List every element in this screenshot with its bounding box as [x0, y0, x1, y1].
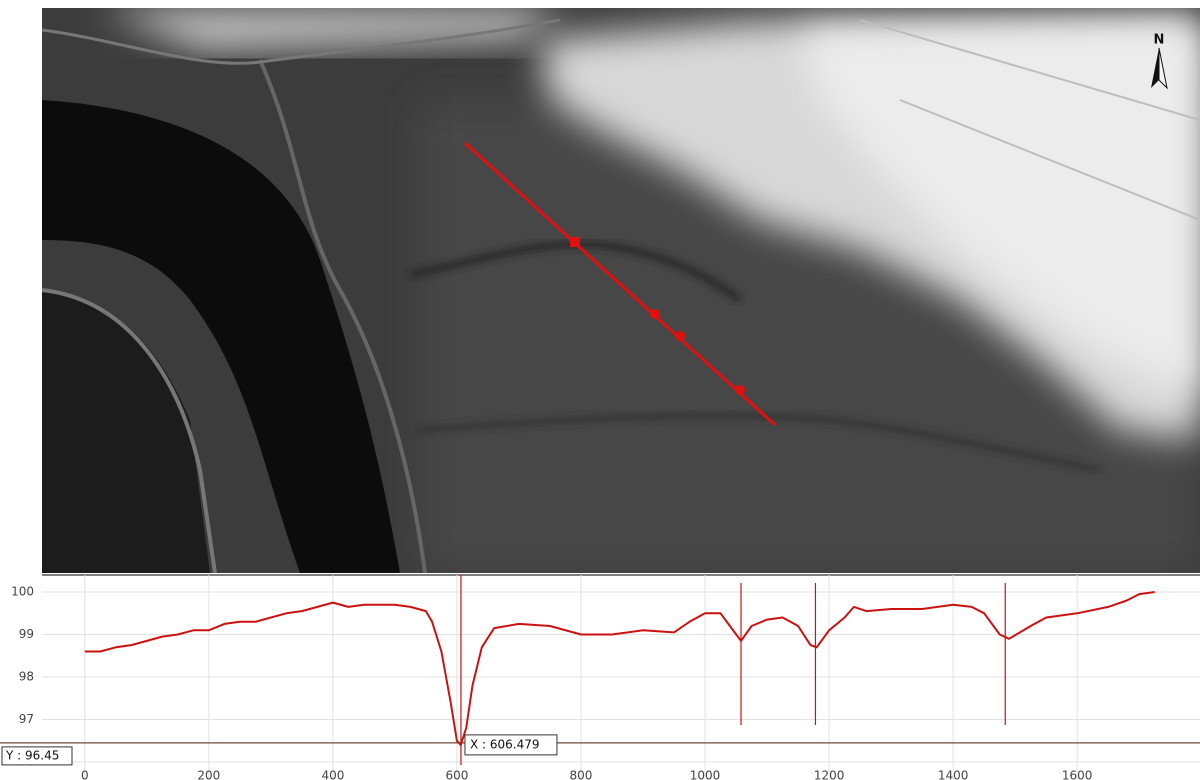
profile-marker[interactable] [650, 309, 660, 319]
x-tick-label: 200 [197, 769, 220, 780]
x-tick-label: 400 [321, 769, 344, 780]
profile-marker[interactable] [675, 331, 685, 341]
app-window: N 02004006008001000120014001600969798991… [0, 0, 1200, 780]
x-tick-label: 1400 [938, 769, 969, 780]
cursor-x-label: X : 606.479 [470, 737, 540, 751]
x-tick-label: 1600 [1062, 769, 1093, 780]
north-label: N [1154, 33, 1165, 48]
x-tick-label: 800 [570, 769, 593, 780]
x-tick-label: 1200 [814, 769, 845, 780]
x-tick-label: 1000 [690, 769, 721, 780]
page-body: {"map": {"north_label": "N"}, "chart_dat… [0, 0, 1200, 780]
page: Elevation profile html, body { margin: 0… [0, 0, 1200, 780]
x-tick-label: 0 [81, 769, 89, 780]
y-tick-label: 99 [19, 627, 34, 641]
y-tick-label: 98 [19, 670, 34, 684]
profile-panel[interactable]: 0200400600800100012001400160096979899100… [0, 575, 1200, 780]
map-view[interactable]: N [42, 8, 1200, 573]
cursor-y-label: Y : 96.45 [5, 748, 59, 762]
y-tick-label: 100 [11, 585, 34, 599]
y-tick-label: 97 [19, 712, 34, 726]
profile-marker[interactable] [735, 385, 745, 395]
x-tick-label: 600 [445, 769, 468, 780]
profile-cursor-point[interactable] [570, 237, 580, 247]
